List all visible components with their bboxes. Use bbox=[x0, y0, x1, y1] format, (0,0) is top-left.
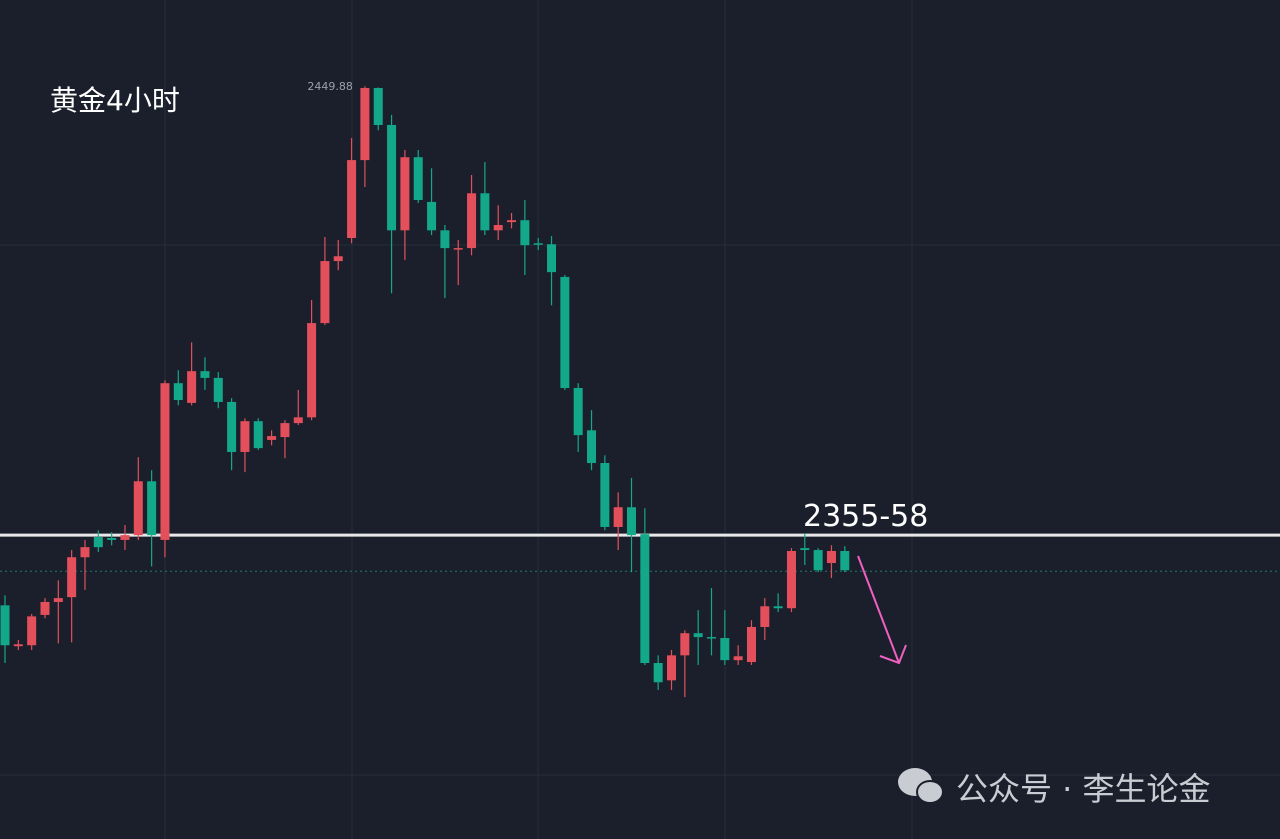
candle-body bbox=[133, 481, 143, 536]
candle-body bbox=[760, 606, 770, 627]
candle-body bbox=[733, 656, 743, 661]
candle-body bbox=[520, 220, 530, 246]
candle-body bbox=[533, 243, 543, 245]
arrow-shaft bbox=[857, 555, 900, 664]
high-label: 2449.88 bbox=[307, 80, 353, 93]
candle-body bbox=[320, 261, 330, 324]
candle-body bbox=[627, 507, 637, 536]
candle-body bbox=[253, 421, 263, 449]
chart-title: 黄金4小时 bbox=[50, 84, 180, 117]
candle-body bbox=[427, 201, 437, 231]
candle-body bbox=[400, 157, 410, 231]
candle-body bbox=[80, 547, 90, 558]
candle-body bbox=[467, 193, 477, 249]
icon-bubble bbox=[918, 782, 942, 802]
candle-body bbox=[267, 436, 277, 440]
candle-body bbox=[826, 550, 836, 564]
candle-body bbox=[187, 371, 197, 403]
candle-body bbox=[480, 193, 490, 231]
candle-body bbox=[293, 417, 303, 424]
candle-body bbox=[720, 638, 730, 661]
candle-body bbox=[373, 87, 383, 126]
candle-body bbox=[507, 220, 517, 223]
candle-body bbox=[0, 605, 10, 646]
arrow bbox=[857, 555, 907, 665]
candle-body bbox=[13, 644, 23, 647]
candle-body bbox=[173, 383, 183, 401]
level-annotation: 2355-58 bbox=[803, 499, 928, 534]
candle-body bbox=[786, 550, 796, 609]
candle-body bbox=[40, 601, 50, 615]
candle-body bbox=[840, 550, 850, 571]
candle-body bbox=[680, 633, 690, 656]
candle-body bbox=[200, 371, 210, 378]
candle-body bbox=[27, 616, 37, 646]
candle-body bbox=[280, 423, 290, 438]
candles: 2449.88 bbox=[0, 80, 1280, 698]
candle-body bbox=[347, 160, 357, 238]
candle-body bbox=[307, 323, 317, 418]
candle-body bbox=[693, 633, 703, 638]
candle-body bbox=[333, 256, 343, 262]
candle-body bbox=[813, 550, 823, 571]
candle-body bbox=[53, 598, 63, 602]
candle-body bbox=[213, 377, 223, 402]
candle-body bbox=[107, 538, 117, 540]
candle-body bbox=[453, 248, 463, 250]
candle-body bbox=[600, 463, 610, 527]
wechat-icon bbox=[898, 768, 944, 804]
candle-body bbox=[387, 125, 397, 231]
candle-body bbox=[440, 230, 450, 249]
candle-body bbox=[667, 655, 676, 681]
candle-body bbox=[573, 388, 583, 436]
candle-body bbox=[227, 401, 237, 452]
candle-body bbox=[413, 157, 423, 201]
candle-body bbox=[560, 276, 570, 389]
candle-body bbox=[800, 548, 810, 551]
candle-body bbox=[547, 244, 557, 273]
candle-body bbox=[67, 557, 77, 598]
candle-body bbox=[746, 626, 756, 663]
candle-body bbox=[493, 225, 503, 231]
candle-body bbox=[640, 534, 650, 664]
candle-body bbox=[93, 537, 103, 548]
candle-body bbox=[613, 507, 623, 527]
candle-body bbox=[706, 637, 716, 639]
candle-body bbox=[653, 663, 663, 683]
candle-body bbox=[147, 481, 157, 536]
candle-body bbox=[587, 430, 597, 464]
candle-body bbox=[773, 606, 783, 609]
candle-body bbox=[240, 421, 250, 452]
candle-body bbox=[120, 535, 130, 540]
watermark: 公众号 · 李生论金 bbox=[956, 770, 1211, 808]
candle-body bbox=[360, 87, 370, 161]
arrow-head bbox=[879, 644, 907, 665]
candle-body bbox=[160, 383, 170, 540]
